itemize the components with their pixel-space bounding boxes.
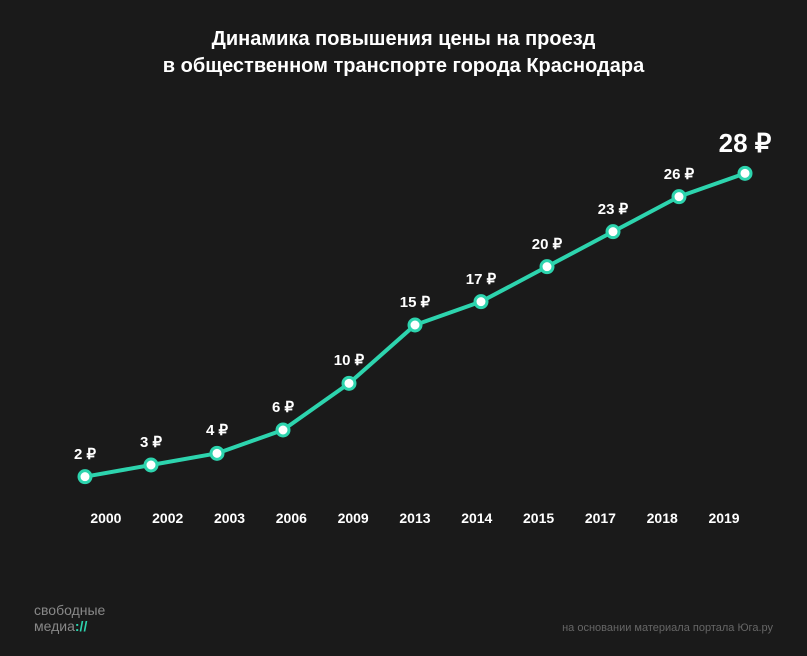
data-point-label: 10 ₽ xyxy=(334,351,364,369)
brand-line-2: медиа xyxy=(34,618,75,634)
data-point-label: 15 ₽ xyxy=(400,293,430,311)
data-point-label: 28 ₽ xyxy=(719,128,772,159)
data-point-label: 26 ₽ xyxy=(664,165,694,183)
footer-brand: свободные медиа:// xyxy=(34,603,105,634)
data-point-label: 23 ₽ xyxy=(598,200,628,218)
x-axis-tick: 2015 xyxy=(508,510,570,550)
data-point-label: 20 ₽ xyxy=(532,235,562,253)
data-point-label: 6 ₽ xyxy=(272,398,294,416)
brand-line-1: свободные xyxy=(34,602,105,618)
chart-svg xyxy=(75,130,755,510)
x-axis: 2000200220032006200920132014201520172018… xyxy=(75,510,755,550)
x-axis-tick: 2009 xyxy=(322,510,384,550)
x-axis-tick: 2003 xyxy=(199,510,261,550)
line-chart: 2 ₽3 ₽4 ₽6 ₽10 ₽15 ₽17 ₽20 ₽23 ₽26 ₽28 ₽ xyxy=(75,130,755,510)
x-axis-tick: 2019 xyxy=(693,510,755,550)
x-axis-tick: 2017 xyxy=(570,510,632,550)
x-axis-tick: 2014 xyxy=(446,510,508,550)
data-point-label: 3 ₽ xyxy=(140,433,162,451)
x-axis-tick: 2018 xyxy=(631,510,693,550)
title-line-2: в общественном транспорте города Краснод… xyxy=(163,55,644,77)
x-axis-tick: 2002 xyxy=(137,510,199,550)
brand-suffix: :// xyxy=(75,618,87,634)
data-point-label: 2 ₽ xyxy=(74,445,96,463)
chart-area: 2 ₽3 ₽4 ₽6 ₽10 ₽15 ₽17 ₽20 ₽23 ₽26 ₽28 ₽… xyxy=(75,130,755,550)
data-point-label: 4 ₽ xyxy=(206,421,228,439)
title-line-1: Динамика повышения цены на проезд xyxy=(212,28,596,50)
x-axis-tick: 2006 xyxy=(260,510,322,550)
footer-attribution: на основании материала портала Юга.ру xyxy=(562,622,773,634)
x-axis-tick: 2000 xyxy=(75,510,137,550)
chart-title: Динамика повышения цены на проезд в обще… xyxy=(0,0,807,80)
x-axis-tick: 2013 xyxy=(384,510,446,550)
data-point-label: 17 ₽ xyxy=(466,270,496,288)
